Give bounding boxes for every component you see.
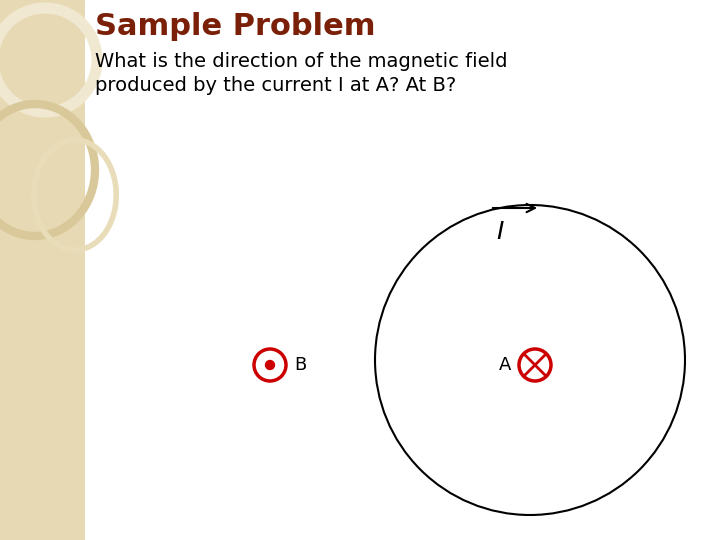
Circle shape (375, 205, 685, 515)
Text: Sample Problem: Sample Problem (95, 12, 376, 41)
Text: B: B (294, 356, 306, 374)
Circle shape (519, 349, 551, 381)
Circle shape (254, 349, 286, 381)
Bar (0, 0, 85, 540)
Text: I: I (496, 220, 504, 244)
Text: What is the direction of the magnetic field: What is the direction of the magnetic fi… (95, 52, 508, 71)
Text: A: A (499, 356, 511, 374)
Circle shape (266, 361, 274, 369)
Text: produced by the current I at A? At B?: produced by the current I at A? At B? (95, 76, 456, 95)
